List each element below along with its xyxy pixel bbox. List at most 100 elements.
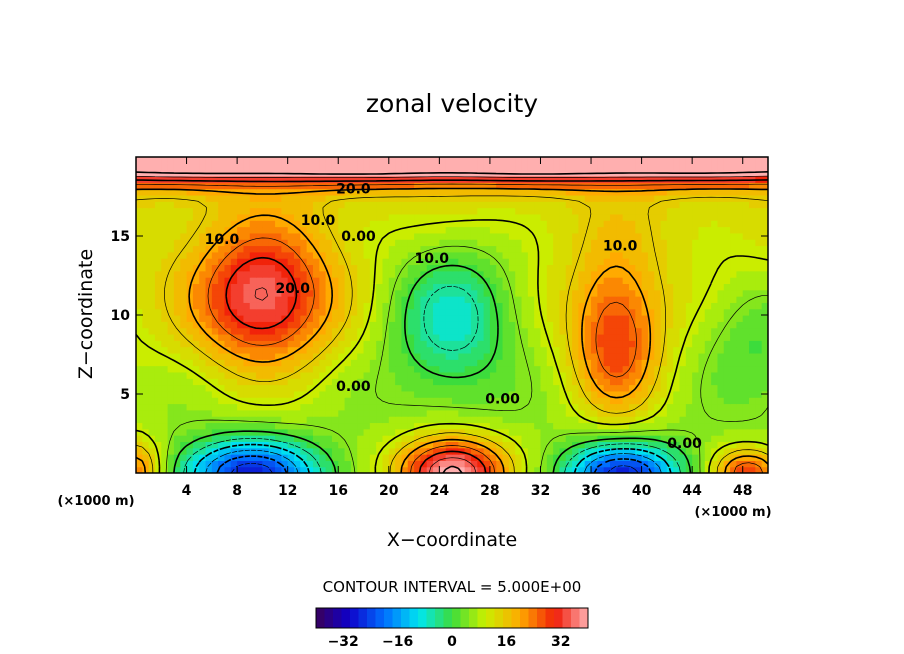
field-cell — [477, 403, 485, 411]
field-cell — [439, 365, 447, 373]
field-cell — [654, 454, 662, 461]
field-cell — [616, 466, 624, 473]
field-cell — [452, 245, 459, 253]
field-cell — [685, 365, 693, 373]
field-cell — [584, 409, 592, 417]
field-cell — [136, 251, 143, 259]
field-cell — [262, 296, 270, 303]
field-cell — [565, 308, 573, 316]
field-cell — [673, 264, 681, 272]
field-cell — [489, 454, 497, 461]
field-cell — [515, 390, 523, 398]
field-cell — [591, 264, 598, 272]
field-cell — [622, 333, 630, 341]
field-cell — [167, 207, 175, 215]
field-cell — [445, 352, 453, 360]
field-cell — [287, 283, 295, 291]
field-cell — [685, 340, 693, 348]
field-cell — [515, 308, 523, 316]
field-cell — [331, 226, 339, 234]
field-cell — [761, 220, 768, 228]
field-cell — [173, 194, 181, 202]
field-cell — [578, 397, 586, 405]
field-cell — [635, 157, 643, 164]
field-cell — [470, 188, 478, 196]
field-cell — [300, 315, 308, 322]
field-cell — [761, 384, 768, 392]
field-cell — [142, 220, 150, 228]
field-cell — [249, 365, 257, 373]
field-cell — [407, 422, 415, 430]
field-cell — [199, 384, 207, 392]
field-cell — [218, 460, 226, 468]
field-cell — [211, 333, 219, 341]
field-cell — [388, 384, 396, 392]
field-cell — [167, 251, 175, 259]
field-cell — [616, 270, 624, 278]
field-cell — [502, 371, 510, 379]
field-cell — [711, 175, 719, 183]
field-cell — [445, 428, 453, 436]
field-cell — [730, 409, 737, 417]
field-cell — [527, 422, 535, 430]
field-cell — [420, 213, 428, 221]
field-cell — [426, 251, 434, 259]
field-cell — [205, 289, 213, 297]
field-cell — [755, 296, 763, 303]
field-cell — [148, 213, 156, 221]
field-cell — [496, 251, 504, 259]
field-cell — [180, 232, 188, 240]
field-cell — [622, 416, 630, 424]
field-cell — [597, 460, 605, 468]
field-cell — [749, 359, 756, 367]
field-cell — [508, 201, 516, 209]
field-cell — [161, 188, 169, 196]
field-cell — [294, 226, 301, 234]
field-cell — [338, 296, 346, 303]
field-cell — [154, 384, 162, 392]
field-cell — [584, 321, 592, 329]
field-cell — [173, 251, 181, 259]
field-cell — [388, 213, 396, 221]
plot-area — [136, 157, 768, 473]
field-cell — [395, 182, 403, 190]
field-cell — [730, 226, 737, 234]
field-cell — [281, 409, 289, 417]
field-cell — [205, 397, 213, 405]
field-cell — [445, 264, 453, 272]
field-cell — [268, 352, 276, 360]
field-cell — [666, 378, 674, 386]
field-cell — [515, 327, 523, 335]
field-cell — [275, 277, 282, 284]
field-cell — [483, 378, 491, 386]
field-cell — [433, 296, 440, 303]
field-cell — [527, 296, 535, 303]
field-cell — [641, 239, 649, 247]
field-cell — [717, 207, 725, 215]
field-cell — [730, 340, 737, 348]
field-cell — [338, 220, 346, 228]
field-cell — [173, 315, 181, 322]
field-cell — [243, 384, 251, 392]
field-cell — [654, 390, 662, 398]
field-cell — [546, 163, 554, 171]
field-cell — [698, 441, 706, 449]
field-cell — [199, 460, 207, 468]
field-cell — [167, 397, 175, 405]
field-cell — [704, 315, 712, 322]
field-cell — [616, 397, 624, 405]
field-cell — [439, 460, 447, 468]
field-cell — [742, 359, 750, 367]
field-cell — [439, 283, 447, 291]
field-cell — [287, 340, 295, 348]
field-cell — [452, 315, 459, 322]
field-cell — [666, 359, 674, 367]
field-cell — [388, 308, 396, 316]
field-cell — [540, 251, 548, 259]
field-cell — [603, 239, 611, 247]
field-cell — [167, 270, 175, 278]
field-cell — [350, 226, 358, 234]
field-cell — [616, 346, 624, 354]
field-cell — [515, 175, 523, 183]
field-cell — [186, 460, 194, 468]
